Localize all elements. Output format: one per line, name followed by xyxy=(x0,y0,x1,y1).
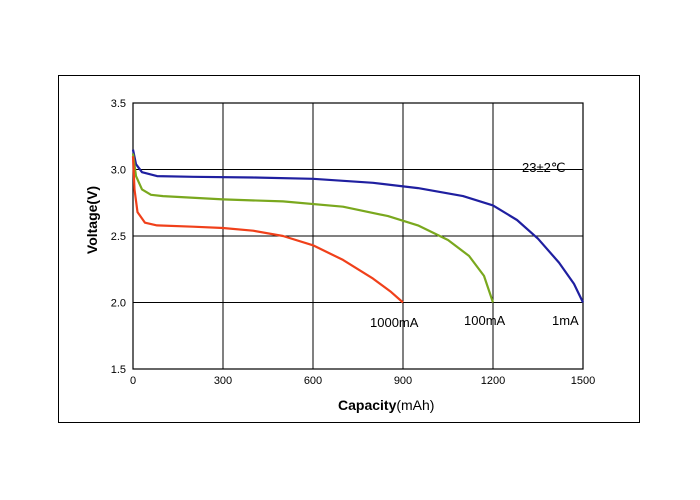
plot-area-border xyxy=(132,102,584,370)
x-axis-title-unit: (mAh) xyxy=(396,397,434,413)
series-line-1000mA xyxy=(131,156,404,304)
curve-label-100mA: 100mA xyxy=(464,313,506,328)
x-tick-label: 0 xyxy=(130,375,136,387)
y-tick-label: 1.5 xyxy=(111,364,126,376)
x-tick-label: 900 xyxy=(394,375,412,387)
grid xyxy=(132,102,584,370)
y-axis-title: Voltage(V) xyxy=(84,186,100,254)
x-tick-label: 300 xyxy=(214,375,232,387)
ticks: 0 300 600 900 1200 1500 1.5 2.0 2.5 3.0 3.5 xyxy=(111,98,596,387)
curve-label-1000mA: 1000mA xyxy=(370,315,419,330)
y-tick-label: 2.5 xyxy=(111,231,126,243)
x-tick-label: 1500 xyxy=(571,375,595,387)
x-axis-title: Capacity(mAh) xyxy=(338,397,434,413)
y-tick-label: 2.0 xyxy=(111,298,126,310)
x-tick-label: 600 xyxy=(304,375,322,387)
series-lines xyxy=(131,149,584,304)
x-tick-label: 1200 xyxy=(481,375,505,387)
chart-frame xyxy=(58,75,640,423)
x-axis-title-bold: Capacity xyxy=(338,397,397,413)
series-line-100mA xyxy=(131,153,495,303)
y-tick-label: 3.0 xyxy=(111,165,126,177)
curve-label-1mA: 1mA xyxy=(552,313,579,328)
y-tick-label: 3.5 xyxy=(111,98,126,110)
annotation-temperature: 23±2℃ xyxy=(522,160,565,175)
series-line-1mA xyxy=(131,149,584,303)
